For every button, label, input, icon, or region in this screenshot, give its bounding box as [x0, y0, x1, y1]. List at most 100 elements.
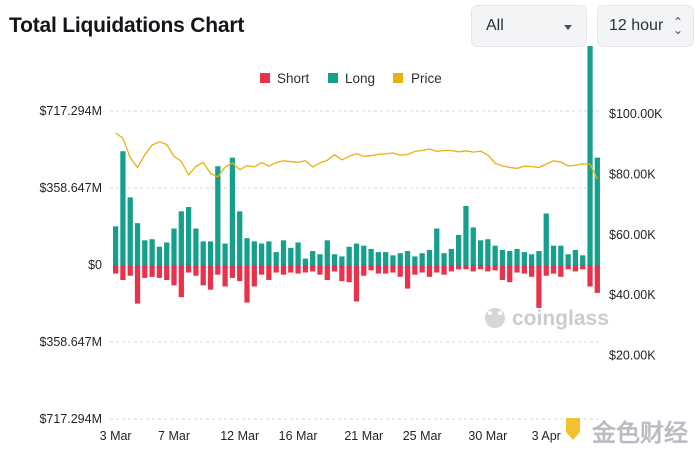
long-bar[interactable]: [521, 252, 527, 265]
long-bar[interactable]: [477, 240, 484, 265]
short-bar[interactable]: [368, 265, 374, 271]
short-bar[interactable]: [353, 265, 360, 302]
long-bar[interactable]: [404, 251, 411, 265]
long-bar[interactable]: [587, 46, 593, 265]
short-bar[interactable]: [587, 265, 593, 287]
short-bar[interactable]: [383, 265, 389, 274]
short-bar[interactable]: [302, 265, 309, 273]
long-bar[interactable]: [507, 251, 513, 265]
short-bar[interactable]: [361, 265, 367, 276]
long-bar[interactable]: [113, 226, 119, 265]
short-bar[interactable]: [558, 265, 564, 277]
long-bar[interactable]: [419, 253, 425, 265]
long-bar[interactable]: [280, 240, 287, 265]
short-bar[interactable]: [288, 265, 294, 273]
short-bar[interactable]: [477, 265, 484, 270]
long-bar[interactable]: [529, 254, 535, 265]
long-bar[interactable]: [156, 246, 163, 265]
long-bar[interactable]: [448, 248, 454, 265]
long-bar[interactable]: [441, 253, 447, 265]
long-bar[interactable]: [375, 252, 382, 265]
long-bar[interactable]: [120, 151, 126, 265]
short-bar[interactable]: [244, 265, 250, 303]
long-bar[interactable]: [434, 228, 440, 265]
short-bar[interactable]: [142, 265, 148, 278]
long-bar[interactable]: [288, 247, 294, 265]
long-bar[interactable]: [536, 251, 542, 265]
short-bar[interactable]: [185, 265, 192, 273]
short-bar[interactable]: [419, 265, 425, 273]
short-bar[interactable]: [134, 265, 141, 304]
short-bar[interactable]: [390, 265, 396, 273]
long-bar[interactable]: [514, 248, 520, 265]
long-bar[interactable]: [142, 240, 148, 265]
short-bar[interactable]: [215, 265, 221, 275]
short-bar[interactable]: [251, 265, 257, 287]
short-bar[interactable]: [434, 265, 440, 273]
long-bar[interactable]: [164, 242, 170, 265]
long-bar[interactable]: [149, 239, 155, 265]
short-bar[interactable]: [258, 265, 265, 275]
long-bar[interactable]: [266, 241, 272, 265]
short-bar[interactable]: [156, 265, 163, 278]
legend-price[interactable]: Price: [393, 71, 442, 86]
interval-select[interactable]: 12 hour ⌃ ⌄: [597, 5, 694, 47]
long-bar[interactable]: [222, 243, 228, 265]
short-bar[interactable]: [397, 265, 403, 277]
short-bar[interactable]: [295, 265, 301, 274]
long-bar[interactable]: [134, 223, 141, 265]
long-bar[interactable]: [258, 243, 265, 265]
short-bar[interactable]: [514, 265, 520, 273]
long-bar[interactable]: [550, 245, 557, 265]
long-bar[interactable]: [207, 241, 214, 265]
long-bar[interactable]: [193, 228, 199, 265]
long-bar[interactable]: [324, 240, 330, 265]
long-bar[interactable]: [237, 211, 243, 265]
long-bar[interactable]: [185, 207, 192, 265]
long-bar[interactable]: [302, 258, 309, 265]
short-bar[interactable]: [529, 265, 535, 277]
range-select[interactable]: All: [471, 5, 587, 47]
short-bar[interactable]: [200, 265, 206, 286]
legend-short[interactable]: Short: [260, 71, 310, 86]
short-bar[interactable]: [113, 265, 119, 274]
short-bar[interactable]: [404, 265, 411, 289]
long-bar[interactable]: [426, 249, 433, 265]
long-bar[interactable]: [200, 241, 206, 265]
long-bar[interactable]: [178, 211, 184, 265]
short-bar[interactable]: [441, 265, 447, 275]
short-bar[interactable]: [485, 265, 491, 272]
long-bar[interactable]: [229, 157, 236, 265]
long-bar[interactable]: [215, 166, 221, 265]
short-bar[interactable]: [565, 265, 571, 270]
long-bar[interactable]: [412, 256, 418, 265]
short-bar[interactable]: [543, 265, 549, 276]
short-bar[interactable]: [339, 265, 345, 282]
short-bar[interactable]: [550, 265, 557, 274]
long-bar[interactable]: [492, 245, 498, 265]
long-bar[interactable]: [368, 248, 374, 265]
long-bar[interactable]: [171, 228, 177, 265]
short-bar[interactable]: [412, 265, 418, 275]
short-bar[interactable]: [207, 265, 214, 290]
long-bar[interactable]: [310, 251, 316, 265]
long-bar[interactable]: [295, 242, 301, 265]
long-bar[interactable]: [251, 241, 257, 265]
long-bar[interactable]: [543, 213, 549, 265]
long-bar[interactable]: [244, 238, 250, 265]
short-bar[interactable]: [448, 265, 454, 272]
long-bar[interactable]: [594, 157, 600, 265]
short-bar[interactable]: [178, 265, 184, 298]
short-bar[interactable]: [521, 265, 527, 274]
long-bar[interactable]: [580, 255, 586, 265]
short-bar[interactable]: [331, 265, 338, 272]
short-bar[interactable]: [193, 265, 199, 276]
short-bar[interactable]: [594, 265, 600, 293]
long-bar[interactable]: [273, 252, 279, 265]
short-bar[interactable]: [580, 265, 586, 270]
long-bar[interactable]: [361, 245, 367, 265]
short-bar[interactable]: [273, 265, 279, 273]
short-bar[interactable]: [324, 265, 330, 281]
long-bar[interactable]: [331, 254, 338, 265]
long-bar[interactable]: [346, 246, 352, 265]
